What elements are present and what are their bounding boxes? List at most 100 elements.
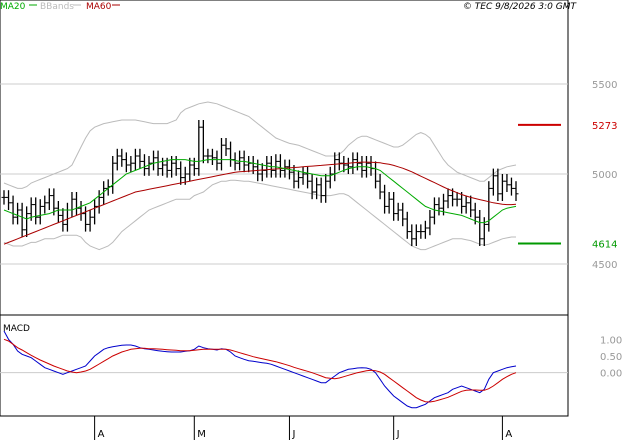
ohlc-bar xyxy=(46,188,52,210)
ohlc-bar xyxy=(160,157,166,176)
ohlc-bar xyxy=(377,174,383,200)
ohlc-bar xyxy=(508,177,514,196)
ohlc-bar xyxy=(33,197,39,225)
ohlc-bar xyxy=(400,202,406,227)
ohlc-bar xyxy=(422,220,428,239)
bollinger-upper-line xyxy=(3,101,517,189)
marker-label: 4614 xyxy=(592,239,617,250)
ohlc-bar xyxy=(19,202,25,237)
ohlc-bar xyxy=(178,161,184,185)
ohlc-bar xyxy=(232,152,238,171)
ohlc-bar xyxy=(92,199,98,225)
ohlc-bar xyxy=(395,202,401,221)
ohlc-bar xyxy=(196,120,202,176)
time-tick-label: M xyxy=(197,429,206,440)
ohlc-bar xyxy=(259,163,265,182)
ohlc-bar xyxy=(427,210,433,236)
ohlc-bar xyxy=(37,199,43,225)
timestamp: © TEC 9/8/2026 3:0 GMT xyxy=(463,2,578,12)
ohlc-bar xyxy=(223,138,229,156)
ohlc-bar xyxy=(214,150,220,171)
time-tick-label: J xyxy=(291,429,295,440)
ohlc-bar xyxy=(305,166,311,189)
ohlc-bar xyxy=(468,195,474,218)
legend: MA20 BBands MA60 xyxy=(0,2,120,12)
ohlc-bar xyxy=(386,192,392,214)
ohlc-bar xyxy=(191,157,197,176)
ohlc-bar xyxy=(87,210,93,232)
legend-ma20-label: MA20 xyxy=(0,2,26,12)
ohlc-bar xyxy=(132,148,138,171)
marker-label: 5273 xyxy=(592,121,617,132)
ohlc-bar xyxy=(391,192,397,221)
ohlc-bar xyxy=(128,156,134,173)
macd-tick-label: 1.00 xyxy=(600,335,622,346)
ohlc-bar xyxy=(64,202,70,232)
macd-line xyxy=(3,330,517,409)
macd-tick-label: 0.50 xyxy=(600,352,622,363)
ohlc-bar xyxy=(228,141,234,167)
macd-axis-labels: 1.00 0.50 0.00 xyxy=(600,335,622,379)
ohlc-bar xyxy=(504,174,510,192)
price-markers: 5273 4614 xyxy=(518,121,617,250)
ohlc-bar xyxy=(418,224,424,239)
ohlc-bar xyxy=(318,177,324,203)
ohlc-bar xyxy=(155,150,161,176)
time-tick-label: A xyxy=(98,429,105,440)
ohlc-bar xyxy=(327,166,333,189)
ohlc-bar xyxy=(218,138,224,171)
ohlc-bar xyxy=(10,195,16,225)
ohlc-bar xyxy=(83,206,89,232)
ohlc-bar xyxy=(141,154,147,176)
ohlc-bar xyxy=(413,224,419,246)
bollinger-lower-line xyxy=(3,179,516,251)
ohlc-bar xyxy=(209,148,215,165)
ohlc-bar xyxy=(345,157,351,174)
ohlc-bar xyxy=(409,224,415,246)
ohlc-bars xyxy=(1,120,519,246)
ohlc-bar xyxy=(354,152,360,171)
ohlc-bar xyxy=(323,174,329,203)
ohlc-bar xyxy=(431,197,437,225)
ohlc-bar xyxy=(114,148,120,171)
ohlc-bar xyxy=(309,174,315,200)
ohlc-bar xyxy=(200,120,206,164)
ohlc-bar xyxy=(110,156,116,194)
ohlc-bar xyxy=(513,181,519,201)
ohlc-bar xyxy=(495,168,501,201)
ma20-line xyxy=(3,159,517,224)
ohlc-bar xyxy=(151,150,157,171)
ohlc-bar xyxy=(15,202,21,225)
chart-frame xyxy=(0,0,569,417)
ohlc-bar xyxy=(373,161,379,189)
macd-tick-label: 0.00 xyxy=(600,369,622,380)
ohlc-bar xyxy=(463,195,469,214)
ohlc-bar xyxy=(137,148,143,169)
ohlc-bar xyxy=(404,211,410,239)
ohlc-bar xyxy=(6,190,12,210)
time-tick-label: J xyxy=(396,429,400,440)
price-tick-label: 4500 xyxy=(592,260,617,271)
ohlc-bar xyxy=(205,148,211,164)
ohlc-bar xyxy=(237,150,243,171)
ohlc-bar xyxy=(55,201,61,223)
ohlc-bar xyxy=(382,184,388,214)
ohlc-bar xyxy=(314,177,320,200)
ohlc-bar xyxy=(300,166,306,185)
ohlc-bar xyxy=(123,152,129,173)
ohlc-bar xyxy=(436,197,442,216)
ohlc-bar xyxy=(42,195,48,214)
ohlc-bar xyxy=(291,165,297,189)
price-tick-label: 5500 xyxy=(592,80,617,91)
ohlc-bar xyxy=(119,148,125,167)
ohlc-bar xyxy=(499,174,505,201)
price-grid xyxy=(0,83,568,265)
ohlc-bar xyxy=(368,156,374,176)
ohlc-bar xyxy=(332,152,338,182)
ohlc-bar xyxy=(173,156,179,176)
ohlc-bar xyxy=(445,188,451,209)
ohlc-bar xyxy=(454,192,460,207)
ma60-line xyxy=(3,161,517,245)
